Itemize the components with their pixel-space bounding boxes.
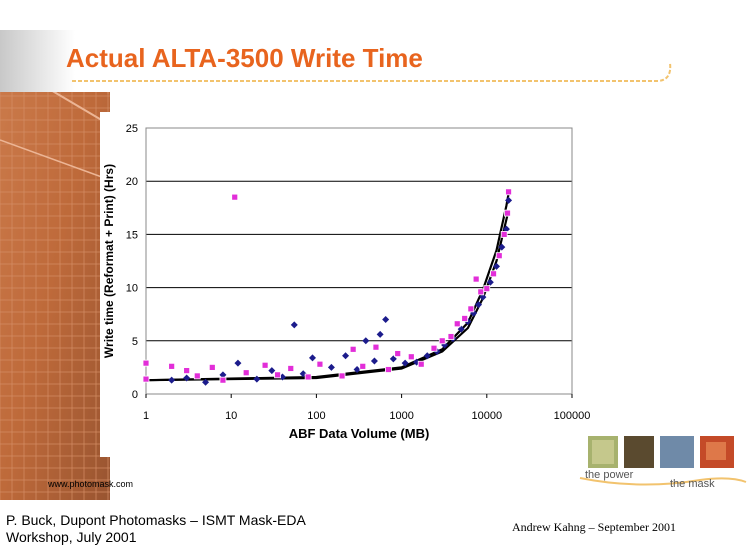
data-point-series-1	[498, 243, 506, 251]
data-point-series-2	[142, 359, 150, 367]
data-point-series-1	[353, 366, 361, 374]
data-point-series-2	[274, 371, 281, 379]
data-point-series-1	[309, 354, 317, 362]
x-tick-label: 1000	[389, 410, 413, 422]
data-point-series-2	[417, 360, 425, 368]
data-point-series-1	[327, 363, 335, 371]
data-point-series-1	[479, 293, 487, 301]
data-point-series-1	[183, 374, 191, 382]
data-point-series-2	[505, 188, 512, 196]
data-point-series-1	[376, 330, 384, 338]
x-tick-label: 100000	[554, 410, 591, 422]
data-point-series-2	[359, 362, 367, 370]
data-point-series-1	[493, 262, 501, 270]
title-underline	[72, 62, 672, 82]
x-tick-label: 10000	[472, 410, 503, 422]
data-point-series-2	[385, 366, 392, 373]
data-point-series-2	[495, 252, 503, 260]
data-point-series-2	[261, 361, 269, 369]
data-point-series-2	[467, 305, 475, 313]
data-point-series-2	[242, 369, 250, 377]
data-point-series-2	[304, 373, 312, 381]
y-tick-labels: 0 5 10 15 20 25	[126, 123, 138, 401]
data-point-series-2	[142, 375, 150, 383]
logo-text-mask: the mask	[670, 478, 715, 490]
data-points	[142, 188, 513, 386]
logo-text-power: the power	[585, 469, 634, 481]
background-photo	[0, 30, 111, 500]
data-point-series-1	[219, 371, 227, 379]
x-tick-labels: 1 10 100 1000 10000 100000	[143, 394, 590, 422]
x-tick-label: 100	[307, 410, 325, 422]
footer-left-line1: P. Buck, Dupont Photomasks – ISMT Mask-E…	[6, 512, 306, 528]
y-tick-label: 20	[126, 176, 138, 188]
footer-left-line2: Workshop, July 2001	[6, 529, 137, 545]
data-point-series-1	[234, 359, 242, 367]
data-point-series-1	[268, 367, 276, 375]
website-text: www.photomask.com	[47, 479, 133, 489]
data-point-series-2	[338, 372, 346, 380]
data-point-series-2	[407, 353, 415, 361]
footer-left: P. Buck, Dupont Photomasks – ISMT Mask-E…	[6, 512, 306, 546]
y-tick-label: 15	[126, 229, 138, 241]
data-point-series-2	[316, 360, 324, 368]
data-point-series-1	[423, 352, 431, 360]
x-tick-label: 10	[225, 410, 237, 422]
data-point-series-1	[253, 375, 261, 383]
data-point-series-1	[370, 357, 378, 365]
data-point-series-1	[475, 301, 483, 309]
slide-title: Actual ALTA-3500 Write Time	[66, 43, 423, 73]
data-point-series-2	[372, 343, 380, 351]
footer-right: Andrew Kahng – September 2001	[512, 520, 676, 534]
data-point-series-2	[461, 315, 469, 322]
data-point-series-2	[168, 362, 176, 370]
x-tick-label: 1	[143, 410, 149, 422]
data-point-series-2	[287, 365, 295, 372]
data-point-series-2	[193, 372, 201, 380]
data-point-series-2	[490, 270, 497, 278]
data-point-series-2	[219, 376, 227, 384]
data-point-series-1	[486, 278, 494, 286]
data-point-series-2	[483, 285, 491, 293]
data-point-series-1	[202, 378, 210, 386]
data-point-series-2	[208, 363, 216, 371]
data-point-series-1	[502, 225, 510, 233]
data-point-series-2	[504, 209, 511, 217]
data-point-series-1	[290, 321, 298, 329]
chart: 0 5 10 15 20 25 1 10 100 1000 10000 100000 ABF Dat…	[102, 123, 590, 441]
data-point-series-2	[349, 345, 357, 353]
data-point-series-1	[382, 316, 390, 324]
data-point-series-1	[342, 352, 350, 360]
data-point-series-2	[472, 275, 480, 283]
data-point-series-2	[394, 350, 402, 357]
plot-frame	[145, 127, 573, 395]
data-point-series-2	[231, 193, 239, 201]
data-point-series-2	[447, 333, 455, 340]
data-point-series-2	[477, 288, 485, 296]
data-point-series-1	[457, 325, 465, 333]
data-point-series-1	[389, 355, 397, 363]
data-point-series-1	[362, 337, 370, 345]
y-tick-label: 10	[126, 283, 138, 295]
x-axis-label: ABF Data Volume (MB)	[289, 426, 430, 441]
y-tick-label: 0	[132, 389, 138, 401]
y-tick-label: 5	[132, 336, 138, 348]
data-point-series-2	[453, 320, 461, 328]
data-point-series-2	[438, 337, 446, 345]
data-point-series-2	[500, 230, 508, 238]
data-point-series-2	[183, 367, 191, 374]
chart-panel	[100, 112, 635, 457]
y-axis-label: Write time (Reformat + Print) (Hrs)	[102, 164, 116, 358]
logo-collage: the power the mask	[579, 436, 747, 490]
y-tick-label: 25	[126, 123, 138, 135]
data-point-series-2	[430, 344, 438, 352]
data-point-series-1	[168, 376, 176, 384]
data-point-series-1	[505, 196, 513, 204]
data-point-series-1	[401, 359, 409, 367]
